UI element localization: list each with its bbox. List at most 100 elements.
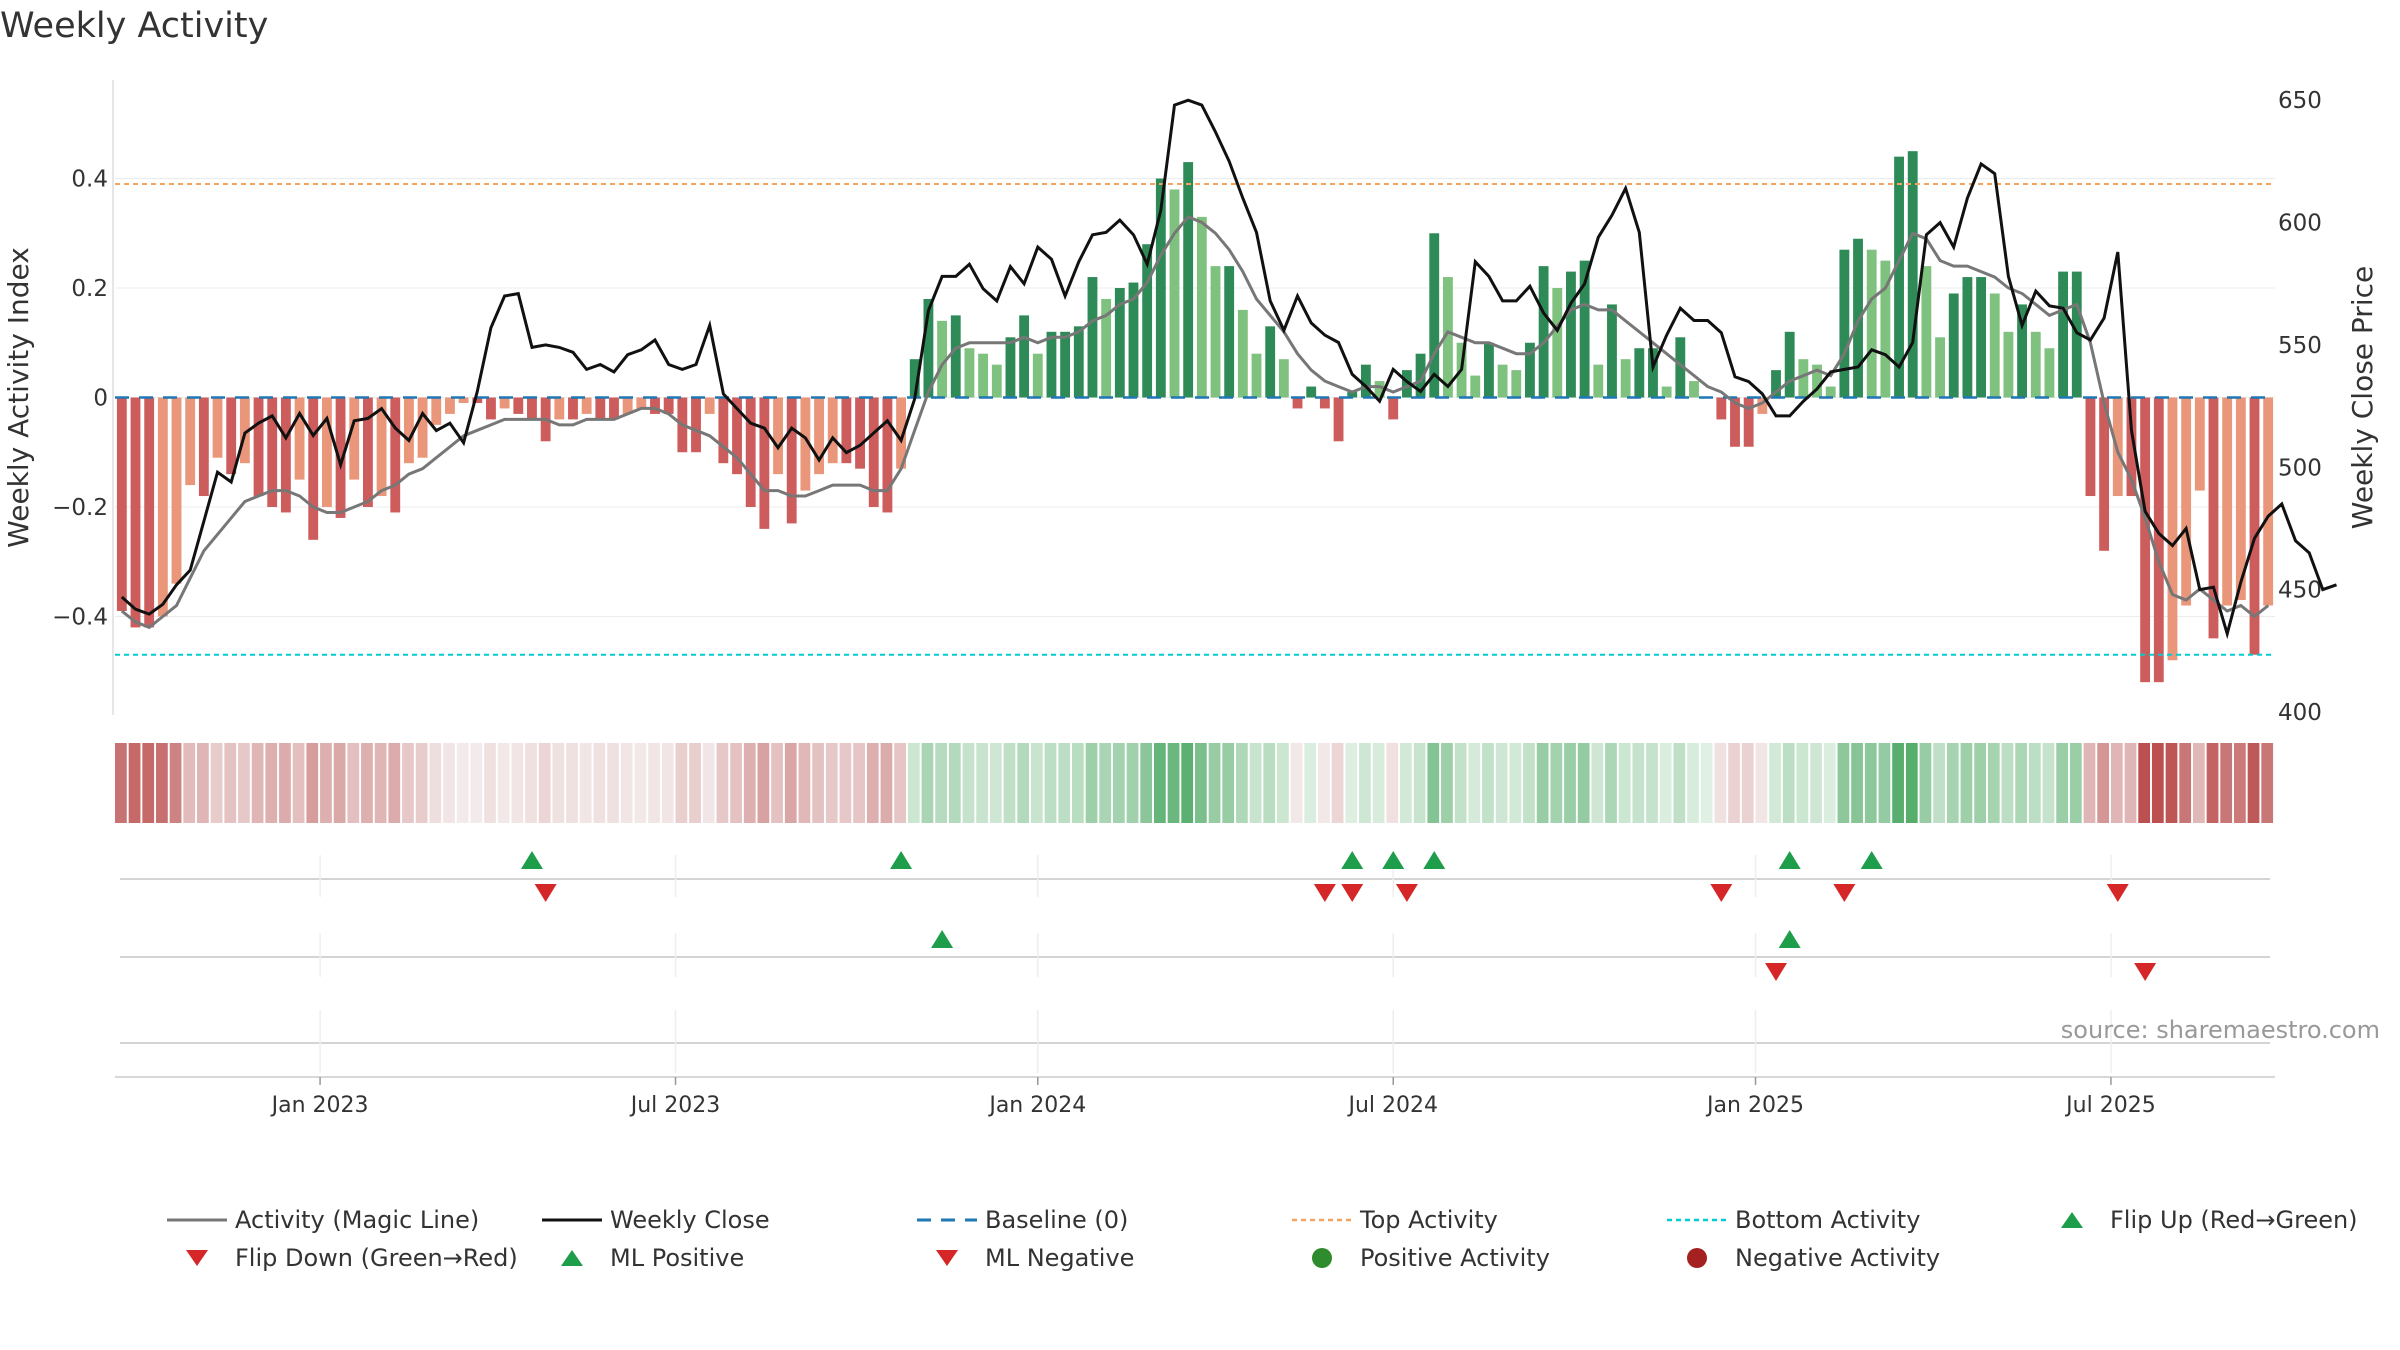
heat-strip-cell xyxy=(1796,743,1809,823)
activity-bar xyxy=(691,397,701,453)
heat-strip-cell xyxy=(757,743,770,823)
activity-bar xyxy=(2263,397,2274,606)
activity-bar xyxy=(1538,266,1549,398)
legend-symbol-icon xyxy=(1665,1208,1729,1232)
activity-bar xyxy=(1415,353,1426,398)
activity-bar xyxy=(2099,397,2110,551)
legend-symbol-icon xyxy=(540,1208,604,1232)
heat-strip-cell xyxy=(1741,743,1754,823)
heat-strip-cell xyxy=(2247,743,2260,823)
heat-strip-cell xyxy=(1946,743,1959,823)
heat-strip-cell xyxy=(552,743,565,823)
heat-strip-cell xyxy=(620,743,633,823)
activity-bar xyxy=(1566,271,1576,398)
heat-strip-cell xyxy=(2083,743,2096,823)
activity-bar xyxy=(321,397,332,507)
y-tick-label: −0.2 xyxy=(52,495,108,521)
flip-down-marker xyxy=(1395,884,1418,902)
heat-strip-cell xyxy=(1523,743,1535,823)
y-tick-label: −0.4 xyxy=(52,604,108,630)
ml-positive-marker xyxy=(931,930,954,948)
legend-item: Baseline (0) xyxy=(915,1206,1128,1234)
heat-strip-cell xyxy=(716,743,729,823)
flip-down-marker xyxy=(1313,884,1336,902)
activity-bar xyxy=(2126,397,2137,497)
activity-bar xyxy=(116,397,127,611)
activity-bar xyxy=(568,397,578,420)
heat-strip-cell xyxy=(607,743,619,823)
heat-strip-cell xyxy=(1085,743,1098,823)
legend-label: Baseline (0) xyxy=(985,1206,1129,1234)
heat-strip-cell xyxy=(1823,743,1836,823)
y-tick-label: 0.4 xyxy=(71,167,108,193)
heat-strip-cell xyxy=(2097,743,2110,823)
heat-strip-cell xyxy=(1249,743,1262,823)
heat-strip-cell xyxy=(675,743,688,823)
heat-strip-cell xyxy=(1427,743,1440,823)
heat-strip-cell xyxy=(183,743,196,823)
activity-bar xyxy=(2058,271,2069,398)
heat-strip-cell xyxy=(1864,743,1877,823)
legend-symbol-icon xyxy=(165,1208,229,1232)
activity-bar xyxy=(1675,337,1686,398)
activity-bar xyxy=(2030,331,2041,398)
heat-strip-cell xyxy=(2110,743,2123,823)
activity-bar xyxy=(1894,156,1904,398)
activity-bar xyxy=(2235,397,2246,601)
magic-line-series xyxy=(120,215,2270,630)
heat-strip-cell xyxy=(197,743,209,823)
flip-up-marker xyxy=(1423,851,1446,869)
heat-strip-cell xyxy=(1755,743,1768,823)
activity-bar xyxy=(294,397,305,480)
heat-strip-cell xyxy=(1905,743,1918,823)
y2-tick-label: 500 xyxy=(2278,455,2322,481)
activity-bar xyxy=(1278,359,1289,398)
activity-bar xyxy=(759,397,770,529)
activity-bar xyxy=(2017,304,2028,398)
x-tick-label: Jan 2024 xyxy=(987,1093,1086,1118)
x-tick-label: Jan 2023 xyxy=(270,1093,369,1118)
activity-bar xyxy=(1593,364,1604,398)
activity-bar xyxy=(458,397,469,403)
x-tick-label: Jul 2025 xyxy=(2064,1093,2156,1118)
activity-bar xyxy=(1292,397,1303,409)
heat-strip-cell xyxy=(730,743,742,823)
activity-bar xyxy=(1552,288,1563,398)
activity-bar xyxy=(1429,233,1440,398)
activity-bar xyxy=(157,397,168,617)
activity-bar xyxy=(1087,277,1098,398)
heat-strip-cell xyxy=(2151,743,2164,823)
legend-label: Weekly Close xyxy=(610,1206,770,1234)
activity-bar xyxy=(1962,277,1973,398)
activity-bar xyxy=(1484,342,1494,398)
heat-strip-cell xyxy=(1618,743,1631,823)
heat-strip-cell xyxy=(743,743,756,823)
activity-bar xyxy=(554,397,565,420)
heat-strip-cell xyxy=(251,743,264,823)
activity-bar xyxy=(1401,370,1412,398)
ml-negative-marker xyxy=(1765,963,1788,981)
activity-bar xyxy=(1921,266,1932,398)
ml-positive-marker xyxy=(1778,930,1801,948)
activity-bar xyxy=(390,397,401,513)
heat-strip-cell xyxy=(1017,743,1030,823)
heat-strip-cell xyxy=(566,743,578,823)
activity-bar xyxy=(1784,331,1795,398)
activity-bar xyxy=(909,359,920,398)
legend-label: ML Negative xyxy=(985,1244,1135,1272)
activity-bar xyxy=(732,397,742,475)
heat-strip-cell xyxy=(798,743,811,823)
heat-strip-cell xyxy=(2192,743,2205,823)
activity-bar xyxy=(1976,277,1986,398)
heat-strip-cell xyxy=(238,743,250,823)
flip-down-marker xyxy=(1341,884,1364,902)
activity-bar xyxy=(1142,244,1153,398)
activity-bar xyxy=(267,397,278,507)
activity-bar xyxy=(185,397,196,486)
legend-symbol-icon xyxy=(1290,1246,1354,1270)
activity-bar xyxy=(130,397,141,628)
heat-strip-cell xyxy=(484,743,496,823)
heat-strip-cell xyxy=(1181,743,1194,823)
activity-bar xyxy=(513,397,524,414)
heat-strip-cell xyxy=(1058,743,1071,823)
